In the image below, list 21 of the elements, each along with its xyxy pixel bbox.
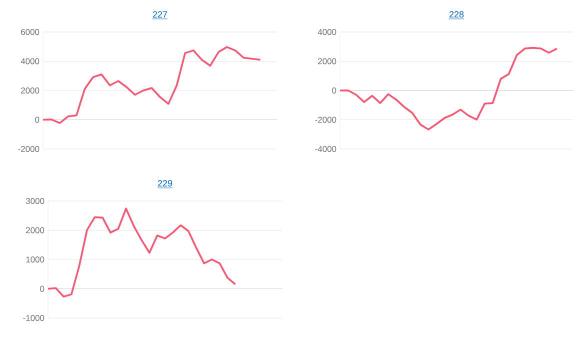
- y-tick-label: 0: [332, 88, 336, 94]
- line-series: [340, 46, 558, 130]
- y-tick-label: -2000: [18, 146, 40, 152]
- y-tick-label: 3000: [26, 198, 44, 204]
- y-tick-label: -1000: [23, 315, 44, 321]
- line-series: [43, 46, 262, 124]
- y-tick-label: -4000: [315, 146, 336, 152]
- y-tick-label: 2000: [21, 88, 40, 94]
- y-tick-label: 4000: [318, 29, 336, 35]
- y-tick-label: 0: [40, 286, 44, 292]
- y-tick-label: 6000: [21, 29, 40, 35]
- y-tick-label: 1000: [26, 256, 44, 262]
- y-tick-label: 2000: [26, 227, 44, 234]
- chart-title: 227: [152, 11, 168, 18]
- y-tick-label: 2000: [318, 58, 336, 64]
- line-series: [48, 208, 236, 298]
- y-tick-label: 4000: [20, 58, 40, 64]
- chart-title: 229: [158, 180, 172, 187]
- y-tick-label: -2000: [315, 116, 336, 123]
- y-tick-label: 0: [35, 116, 40, 123]
- chart-title: 228: [449, 11, 464, 18]
